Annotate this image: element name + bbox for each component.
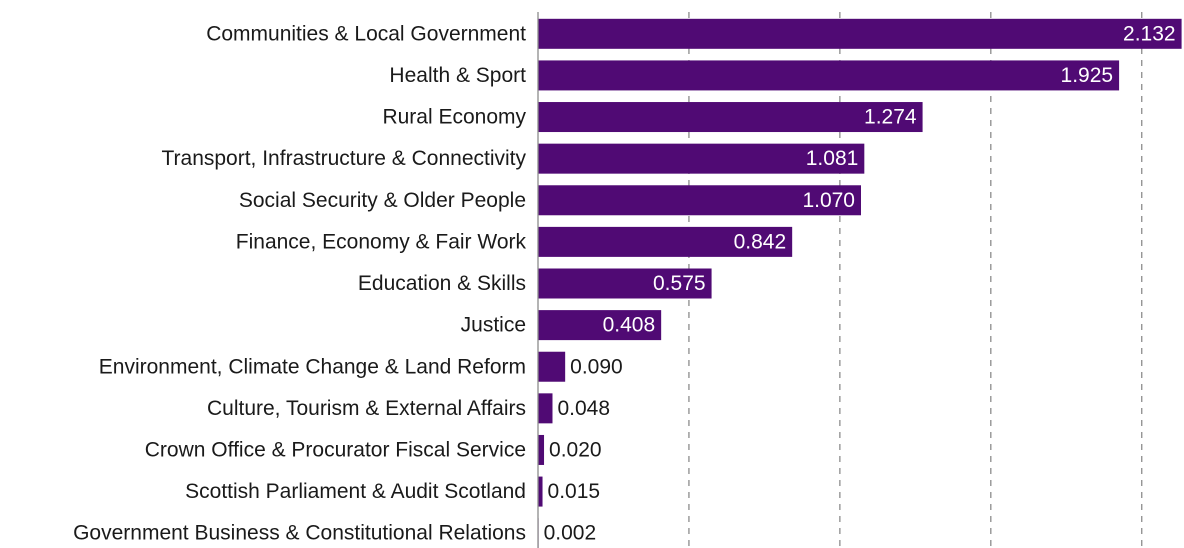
bar [538, 476, 543, 507]
bar [538, 351, 566, 382]
bar [538, 18, 1182, 49]
value-label: 2.132 [1123, 22, 1176, 45]
bar [538, 102, 923, 133]
y-tick-label: Justice [461, 314, 526, 337]
value-label: 0.020 [549, 439, 602, 462]
value-label: 1.274 [864, 106, 917, 129]
bar [538, 310, 662, 341]
y-tick-label: Social Security & Older People [239, 189, 526, 212]
value-label: 0.842 [734, 230, 787, 253]
y-tick-label: Health & Sport [389, 64, 526, 87]
value-label: 0.090 [570, 355, 623, 378]
bar [538, 60, 1120, 91]
value-label: 0.048 [557, 397, 610, 420]
value-label: 0.015 [548, 480, 601, 503]
y-tick-label: Education & Skills [358, 272, 526, 295]
y-tick-label: Rural Economy [382, 106, 526, 129]
y-tick-label: Crown Office & Procurator Fiscal Service [145, 439, 526, 462]
bar [538, 185, 861, 216]
value-label: 0.575 [653, 272, 706, 295]
bar [538, 226, 793, 257]
value-label: 1.081 [806, 147, 859, 170]
y-tick-label: Scottish Parliament & Audit Scotland [185, 480, 526, 503]
bar [538, 268, 712, 299]
value-label: 0.002 [544, 522, 597, 545]
bar [538, 393, 553, 424]
y-tick-label: Finance, Economy & Fair Work [236, 230, 527, 253]
value-label: 1.070 [802, 189, 855, 212]
y-tick-label: Culture, Tourism & External Affairs [207, 397, 526, 420]
value-label: 1.925 [1061, 64, 1114, 87]
bar [538, 434, 545, 465]
y-tick-label: Environment, Climate Change & Land Refor… [99, 355, 526, 378]
y-tick-label: Communities & Local Government [206, 22, 526, 45]
value-label: 0.408 [603, 314, 656, 337]
y-tick-label: Transport, Infrastructure & Connectivity [161, 147, 526, 170]
y-tick-label: Government Business & Constitutional Rel… [73, 522, 526, 545]
bar [538, 143, 865, 174]
